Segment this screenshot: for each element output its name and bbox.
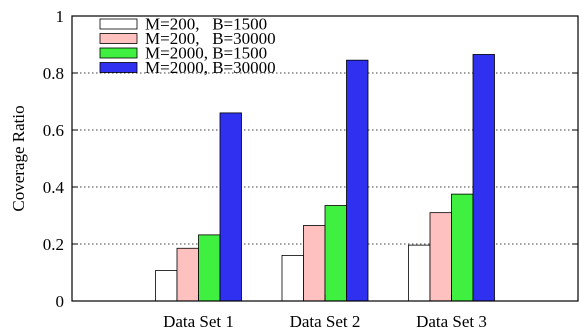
x-tick-label: Data Set 3 bbox=[416, 312, 487, 331]
legend-entry: M=2000, B=1500 bbox=[145, 44, 267, 63]
y-tick-label: 0.6 bbox=[43, 121, 64, 140]
y-tick-label: 1 bbox=[56, 7, 65, 26]
x-tick-label: Data Set 1 bbox=[163, 312, 234, 331]
legend-swatch bbox=[99, 33, 138, 44]
legend-swatch bbox=[99, 62, 138, 73]
bar bbox=[429, 212, 452, 302]
bar bbox=[451, 193, 474, 302]
x-tick-label: Data Set 2 bbox=[290, 312, 361, 331]
y-tick-label: 0.2 bbox=[43, 235, 64, 254]
bar bbox=[155, 270, 178, 302]
bar bbox=[303, 225, 326, 302]
y-axis-label: Coverage Ratio bbox=[9, 105, 28, 211]
x-axis-ticks: Data Set 1 Data Set 2 Data Set 3 bbox=[163, 295, 487, 331]
legend-entry: M=200, B=1500 bbox=[145, 15, 267, 34]
legend-entry: M=2000, B=30000 bbox=[145, 58, 276, 77]
legend-entry: M=200, B=30000 bbox=[145, 29, 276, 48]
y-tick-label: 0.4 bbox=[43, 178, 65, 197]
legend-swatch bbox=[99, 47, 138, 59]
bar bbox=[198, 234, 221, 302]
bar bbox=[472, 54, 495, 302]
y-tick-label: 0 bbox=[56, 292, 65, 311]
y-axis-ticks: 0 0.2 0.4 0.6 0.8 1 bbox=[43, 7, 578, 311]
bar bbox=[346, 59, 369, 302]
y-tick-label: 0.8 bbox=[43, 64, 64, 83]
bar bbox=[324, 205, 347, 302]
bar bbox=[408, 244, 431, 302]
bar bbox=[219, 112, 242, 302]
legend-swatch bbox=[99, 18, 138, 30]
bar bbox=[176, 247, 199, 302]
bars bbox=[155, 54, 495, 302]
bar bbox=[281, 254, 304, 302]
